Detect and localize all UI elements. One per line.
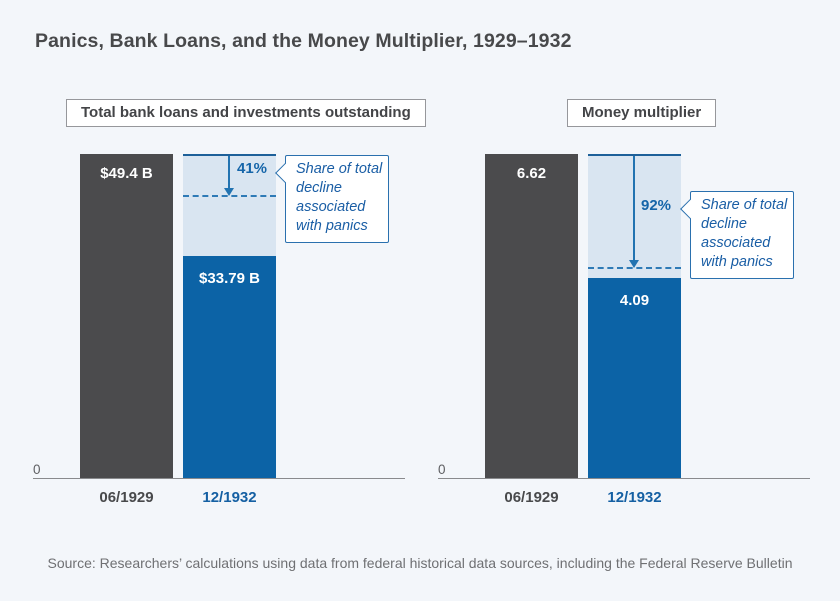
bar-value-label: $33.79 B	[199, 270, 260, 287]
arrow-head-icon	[224, 188, 234, 196]
chart-subtitle-box: Money multiplier	[567, 99, 717, 127]
panic-share-dashed-line	[183, 195, 276, 197]
bar-12-1932: $33.79 B	[183, 256, 276, 478]
x-axis-line	[438, 478, 810, 479]
figure-title: Panics, Bank Loans, and the Money Multip…	[35, 30, 572, 52]
x-axis-line	[33, 478, 405, 479]
x-tick-06-1929: 06/1929	[504, 489, 559, 506]
bar-value-label: 6.62	[516, 165, 547, 182]
decline-share-percent: 92%	[641, 197, 672, 214]
callout-share-of-decline: Share of total decline associated with p…	[285, 155, 389, 243]
bar-12-1932: 4.09	[588, 278, 681, 478]
y-axis-zero-label: 0	[33, 462, 41, 477]
chart-subtitle-box: Total bank loans and investments outstan…	[66, 99, 426, 127]
callout-share-of-decline: Share of total decline associated with p…	[690, 191, 794, 279]
source-note: Source: Researchers’ calculations using …	[47, 555, 793, 571]
bar-value-label: 4.09	[619, 292, 650, 309]
decline-share-percent: 41%	[237, 160, 268, 177]
bar-value-label: $49.4 B	[100, 165, 153, 182]
bar-06-1929: 6.62	[485, 154, 578, 478]
decline-arrow-icon	[224, 156, 234, 196]
y-axis-zero-label: 0	[438, 462, 446, 477]
x-tick-12-1932: 12/1932	[202, 489, 257, 506]
panic-share-dashed-line	[588, 267, 681, 269]
callout-text: Share of total decline associated with p…	[296, 161, 383, 235]
decline-arrow-icon	[629, 156, 639, 268]
x-tick-12-1932: 12/1932	[607, 489, 662, 506]
callout-text: Share of total decline associated with p…	[701, 197, 788, 271]
arrow-head-icon	[629, 260, 639, 268]
x-tick-06-1929: 06/1929	[99, 489, 154, 506]
bar-06-1929: $49.4 B	[80, 154, 173, 478]
